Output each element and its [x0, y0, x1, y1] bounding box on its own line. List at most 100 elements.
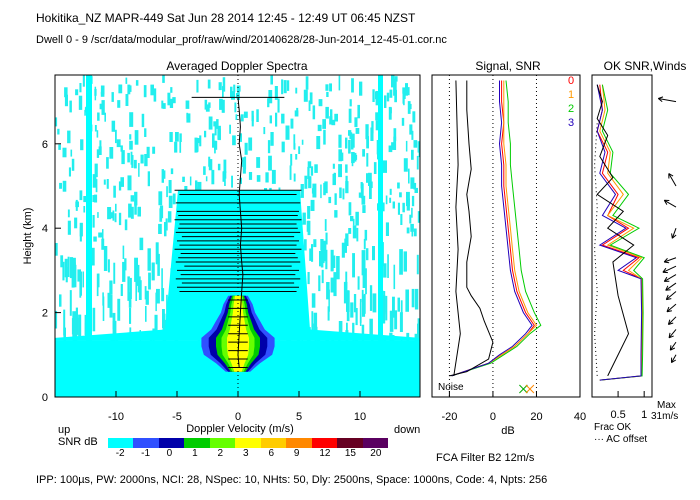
noise-speckle: [212, 133, 215, 148]
noise-speckle: [344, 238, 347, 253]
noise-speckle: [103, 179, 106, 185]
noise-speckle: [389, 310, 394, 332]
noise-speckle: [112, 210, 115, 221]
colorbar-swatch: [362, 438, 388, 448]
noise-speckle: [99, 103, 103, 110]
noise-speckle: [121, 150, 125, 165]
wind-arrow: [662, 265, 677, 273]
noise-speckle: [92, 174, 97, 188]
noise-speckle: [59, 182, 62, 189]
noise-speckle: [157, 253, 160, 276]
noise-speckle: [68, 167, 71, 177]
noise-speckle: [84, 314, 87, 335]
noise-speckle: [74, 217, 78, 229]
colorbar-swatch: [209, 438, 236, 448]
noise-speckle: [416, 254, 419, 275]
noise-speckle: [109, 147, 114, 159]
noise-speckle: [366, 153, 369, 167]
noise-speckle: [71, 318, 74, 335]
noise-speckle: [197, 181, 202, 191]
noise-speckle: [414, 187, 418, 193]
wind-arrow-head: [663, 257, 668, 263]
ok-series-3: [596, 84, 643, 381]
noise-speckle: [307, 272, 310, 285]
noise-speckle: [129, 112, 134, 127]
noise-speckle: [102, 229, 104, 240]
noise-speckle: [388, 145, 393, 153]
noise-speckle: [411, 149, 414, 160]
colorbar-swatch: [260, 438, 287, 448]
noise-speckle: [67, 130, 71, 144]
noise-speckle: [331, 119, 336, 126]
noise-speckle: [332, 163, 335, 169]
noise-speckle: [127, 276, 130, 301]
noise-speckle: [308, 176, 312, 189]
noise-speckle: [204, 99, 208, 110]
noise-speckle: [412, 111, 416, 123]
noise-speckle: [333, 172, 336, 185]
noise-speckle: [118, 181, 122, 191]
ok-panel: 0.5 1 0 1 2 3: [568, 74, 677, 421]
noise-speckle: [300, 184, 304, 198]
noise-speckle: [338, 321, 343, 340]
colorbar-tick-label: 3: [243, 448, 249, 459]
noise-speckle: [362, 274, 366, 288]
noise-speckle: [330, 109, 333, 118]
wind-arrow: [668, 329, 677, 339]
noise-speckle: [408, 168, 410, 184]
up-label: up: [58, 424, 71, 436]
noise-speckle: [152, 146, 156, 154]
wind-arrow-head: [662, 267, 667, 273]
noise-speckle: [248, 137, 253, 151]
noise-speckle: [179, 133, 182, 142]
noise-speckle: [345, 271, 348, 289]
noise-speckle: [92, 307, 96, 332]
noise-speckle: [314, 164, 318, 173]
legend-entry: 2: [568, 103, 574, 115]
noise-speckle: [281, 79, 284, 95]
wind-arrow: [664, 199, 677, 208]
noise-speckle: [179, 141, 182, 153]
noise-speckle: [134, 204, 137, 215]
noise-speckle: [320, 239, 324, 251]
noise-speckle: [90, 247, 95, 266]
noise-speckle: [205, 176, 208, 182]
noise-speckle: [349, 99, 352, 107]
noise-speckle: [216, 119, 219, 129]
noise-marker: [525, 384, 535, 394]
noise-speckle: [158, 191, 163, 206]
noise-speckle: [389, 188, 392, 195]
noise-speckle: [248, 172, 253, 180]
noise-speckle: [92, 195, 96, 203]
wind-arrow-head: [666, 298, 672, 301]
noise-speckle: [221, 99, 225, 113]
wind-arrow-head: [669, 345, 672, 351]
noise-speckle: [145, 290, 149, 305]
noise-speckle: [313, 312, 318, 339]
noise-speckle: [338, 164, 342, 178]
spectra-title: Averaged Doppler Spectra: [166, 59, 308, 73]
noise-speckle: [310, 199, 315, 211]
noise-speckle: [140, 154, 144, 164]
noise-speckle: [67, 209, 70, 218]
noise-speckle: [325, 106, 329, 119]
noise-speckle: [362, 295, 366, 317]
noise-speckle: [327, 306, 330, 321]
noise-speckle: [92, 215, 95, 228]
noise-speckle: [324, 219, 327, 231]
wind-arrow-head: [667, 319, 671, 325]
noise-speckle: [362, 149, 365, 157]
x-tick-label: 1: [641, 409, 647, 421]
wind-arrow-head: [663, 276, 668, 282]
noise-speckle: [155, 242, 159, 265]
wind-arrow-head: [658, 96, 664, 99]
noise-speckle: [113, 262, 116, 284]
noise-speckle: [83, 395, 86, 397]
noise-speckle: [162, 103, 166, 109]
noise-speckle: [107, 207, 112, 220]
noise-speckle: [348, 140, 351, 154]
noise-speckle: [322, 119, 326, 129]
noise-speckle: [134, 130, 139, 145]
colorbar-swatch: [311, 438, 338, 448]
frac-ok-label: Frac OK: [594, 422, 632, 433]
